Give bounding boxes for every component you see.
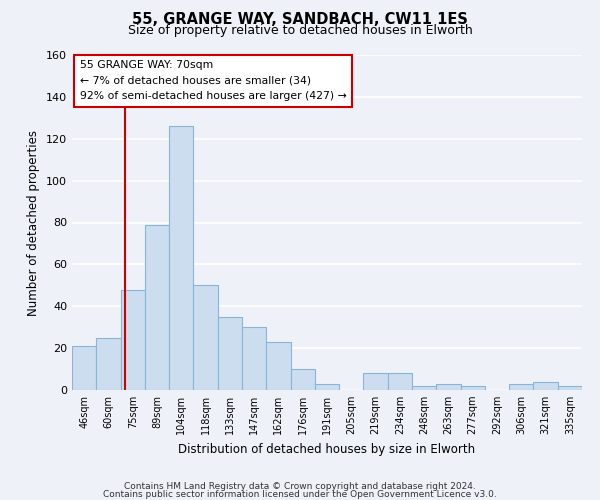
Bar (121, 290, 145, 390)
Bar (145, 224, 169, 390)
Text: 55, GRANGE WAY, SANDBACH, CW11 1ES: 55, GRANGE WAY, SANDBACH, CW11 1ES (132, 12, 468, 28)
Bar (509, 384, 533, 390)
Bar (218, 316, 242, 390)
Bar (266, 342, 290, 390)
Text: 55 GRANGE WAY: 70sqm
← 7% of detached houses are smaller (34)
92% of semi-detach: 55 GRANGE WAY: 70sqm ← 7% of detached ho… (80, 60, 346, 101)
Bar (533, 382, 558, 390)
Text: Size of property relative to detached houses in Elworth: Size of property relative to detached ho… (128, 24, 472, 37)
Bar (169, 126, 193, 390)
Bar (96, 338, 121, 390)
Bar (412, 386, 436, 390)
Bar (388, 373, 412, 390)
Bar (72, 346, 96, 390)
Bar (315, 384, 339, 390)
Text: Contains HM Land Registry data © Crown copyright and database right 2024.: Contains HM Land Registry data © Crown c… (124, 482, 476, 491)
Bar (436, 384, 461, 390)
Bar (242, 327, 266, 390)
Text: Contains public sector information licensed under the Open Government Licence v3: Contains public sector information licen… (103, 490, 497, 499)
Y-axis label: Number of detached properties: Number of detached properties (28, 130, 40, 316)
Bar (193, 286, 218, 390)
X-axis label: Distribution of detached houses by size in Elworth: Distribution of detached houses by size … (178, 442, 476, 456)
Bar (364, 373, 388, 390)
Bar (461, 386, 485, 390)
Bar (290, 369, 315, 390)
Bar (558, 386, 582, 390)
